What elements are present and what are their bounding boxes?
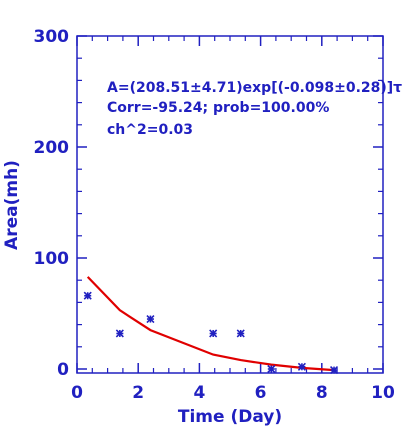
chi-square-text: ch^2=0.03 <box>107 122 193 138</box>
x-tick-label: 8 <box>316 383 328 403</box>
x-tick-label: 2 <box>132 383 144 403</box>
y-tick-label: 300 <box>34 27 70 47</box>
fit-equation: A=(208.51±4.71)exp[(-0.098±0.28)]τ <box>107 80 402 96</box>
x-tick-label: 10 <box>371 383 395 403</box>
y-tick-label: 100 <box>34 249 70 269</box>
fit-curve-layer <box>86 276 335 372</box>
x-tick-label: 4 <box>193 383 205 403</box>
x-tick-label: 0 <box>71 383 83 403</box>
data-point <box>297 362 306 371</box>
data-point <box>236 329 245 338</box>
x-axis-title: Time (Day) <box>178 407 282 427</box>
correlation-text: Corr=-95.24; prob=100.00% <box>107 100 329 116</box>
y-tick-label: 200 <box>34 138 70 158</box>
data-point <box>146 314 155 324</box>
data-point <box>267 364 276 374</box>
data-point <box>83 291 92 300</box>
data-point <box>329 366 339 375</box>
y-axis-title: Area(mh) <box>2 160 22 250</box>
data-point <box>209 329 218 338</box>
x-ticks: 0 2 4 6 8 10 <box>71 36 395 403</box>
x-tick-label: 6 <box>255 383 267 403</box>
y-ticks: 0 100 200 300 <box>34 27 383 380</box>
y-tick-label: 0 <box>57 360 69 380</box>
data-points-layer <box>83 291 339 375</box>
fit-curve <box>86 276 335 372</box>
data-point <box>115 329 124 338</box>
